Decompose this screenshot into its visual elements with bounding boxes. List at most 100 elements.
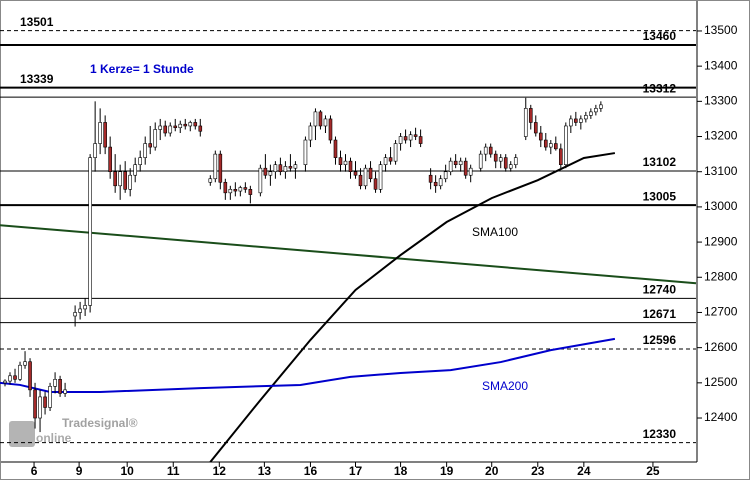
candle-body: [178, 123, 183, 129]
candle-body: [579, 118, 583, 123]
candle-body: [283, 166, 288, 173]
y-tick-label: 13400: [704, 58, 738, 72]
level-label: 12330: [643, 427, 677, 441]
candle-body: [488, 146, 493, 155]
candle-body: [569, 118, 573, 127]
candle-body: [378, 164, 383, 190]
candle-body: [8, 375, 12, 382]
candle-body: [503, 157, 508, 169]
candle-body: [453, 160, 458, 165]
y-tick-label: 12500: [704, 375, 738, 389]
y-tick-label: 12900: [704, 234, 738, 248]
candle-body: [528, 108, 533, 123]
level-label: 13460: [643, 29, 677, 43]
candle-body: [13, 375, 17, 380]
y-tick-label: 12700: [704, 305, 738, 319]
level-label: 12671: [643, 307, 677, 321]
candle-body: [353, 171, 358, 176]
candle-body: [63, 389, 67, 394]
candle-body: [548, 143, 553, 148]
y-tick-label: 13500: [704, 23, 738, 37]
y-tick-label: 12600: [704, 340, 738, 354]
y-tick-label: 13100: [704, 164, 738, 178]
x-tick-label: 25: [646, 464, 660, 478]
x-tick-label: 11: [167, 464, 180, 478]
candle-body: [468, 167, 473, 176]
candle-body: [599, 104, 603, 109]
candle-body: [233, 189, 238, 192]
logo-text: online: [36, 431, 72, 445]
x-tick-label: 10: [121, 464, 135, 478]
candle-body: [273, 164, 278, 173]
candle-body: [218, 153, 223, 183]
candle-body: [428, 174, 433, 183]
series-line: [209, 152, 616, 463]
logo-brand: Tradesignal®: [62, 416, 138, 430]
candle-body: [343, 160, 348, 165]
series-line: [0, 337, 616, 393]
candle-body: [38, 396, 42, 419]
candle-body: [118, 171, 122, 187]
x-tick-label: 16: [304, 464, 318, 478]
candle-body: [88, 157, 92, 306]
series-label: SMA200: [482, 379, 528, 393]
candle-body: [173, 125, 178, 129]
annotation: 1 Kerze= 1 Stunde: [90, 62, 194, 76]
level-label: 12596: [643, 333, 677, 347]
candle-body: [53, 379, 57, 387]
candle-body: [373, 178, 378, 190]
candle-body: [3, 380, 7, 384]
level-label: 13501: [20, 15, 54, 29]
candle-body: [133, 164, 137, 176]
candle-body: [589, 111, 593, 116]
y-tick-label: 13300: [704, 94, 738, 108]
candle-body: [508, 164, 513, 169]
candle-body: [323, 118, 328, 127]
candle-body: [188, 122, 193, 127]
level-label: 13005: [643, 189, 677, 203]
candle-body: [438, 178, 443, 187]
candle-body: [523, 108, 528, 137]
y-tick-label: 13000: [704, 199, 738, 213]
candle-body: [73, 312, 77, 317]
x-tick-label: 6: [31, 464, 38, 478]
candle-body: [398, 136, 403, 144]
candle-body: [574, 118, 578, 123]
candle-body: [43, 396, 47, 408]
x-tick-label: 19: [440, 464, 454, 478]
candle-body: [513, 157, 518, 165]
candle-body: [388, 157, 393, 162]
candle-body: [433, 181, 438, 187]
candle-body: [463, 160, 468, 176]
candle-body: [383, 157, 388, 165]
candle-body: [458, 160, 463, 165]
level-label: 13312: [643, 81, 677, 95]
candle-body: [113, 171, 117, 187]
level-label: 13339: [20, 72, 54, 86]
candle-body: [28, 361, 32, 391]
candle-body: [594, 108, 598, 113]
candle-body: [153, 129, 158, 148]
watermark: Tradesignal® online: [9, 416, 138, 447]
candle-body: [413, 134, 418, 137]
x-tick-label: 18: [394, 464, 408, 478]
candle-body: [123, 171, 127, 190]
candle-body: [138, 157, 143, 165]
candle-body: [243, 187, 248, 190]
x-tick-label: 9: [76, 464, 83, 478]
candle-body: [313, 111, 318, 127]
series-line: [0, 224, 697, 285]
candle-body: [303, 139, 308, 165]
candle-body: [93, 143, 97, 158]
candle-body: [263, 167, 268, 176]
y-tick-label: 12400: [704, 410, 738, 424]
candle-body: [258, 167, 263, 194]
candle-body: [308, 125, 313, 141]
candle-body: [338, 157, 343, 165]
x-tick-label: 20: [485, 464, 499, 478]
candle-body: [403, 136, 408, 141]
candle-body: [278, 164, 283, 173]
y-tick-label: 13200: [704, 129, 738, 143]
level-label: 13102: [643, 155, 677, 169]
candle-body: [33, 389, 37, 419]
